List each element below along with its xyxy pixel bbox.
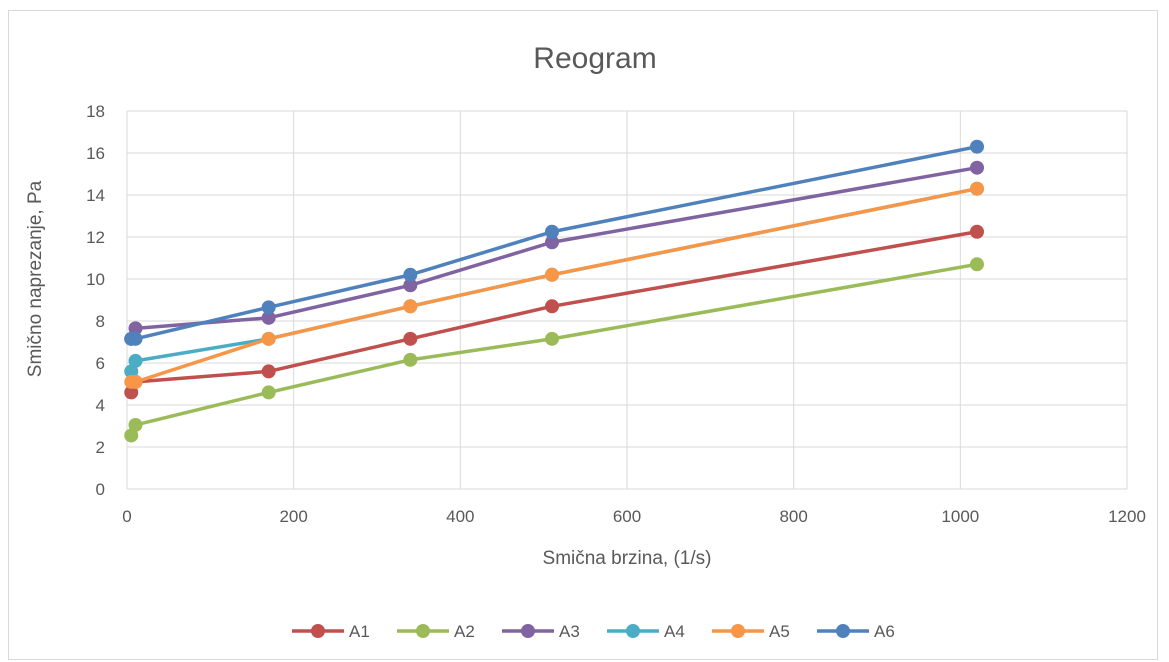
legend-item-a3: A3: [502, 622, 580, 641]
data-point: [128, 374, 143, 389]
x-tick-label: 0: [122, 507, 131, 526]
data-point: [545, 235, 559, 250]
data-point: [403, 331, 418, 346]
data-point: [403, 278, 418, 293]
legend-swatch-marker: [311, 624, 325, 638]
data-point: [545, 299, 559, 314]
legend-item-a4: A4: [607, 622, 685, 641]
gridlines: [126, 110, 1128, 490]
y-tick-label: 16: [86, 144, 105, 163]
data-point: [970, 224, 984, 239]
legend-swatch-marker: [416, 624, 430, 638]
legend-label: A1: [349, 622, 370, 641]
legend-item-a5: A5: [712, 622, 790, 641]
data-point: [970, 139, 984, 154]
y-tick-label: 2: [96, 438, 105, 457]
y-tick-label: 8: [96, 312, 105, 331]
series-a2: [124, 257, 984, 443]
x-axis-ticks: 0 200 400 600 800 1000 1200: [122, 507, 1146, 526]
data-point: [261, 385, 276, 400]
data-point: [545, 224, 559, 239]
y-tick-label: 12: [86, 228, 105, 247]
series-group: [124, 139, 984, 443]
data-point: [545, 267, 559, 282]
data-point: [403, 299, 418, 314]
legend-label: A3: [559, 622, 580, 641]
legend-swatch-marker: [731, 624, 745, 638]
y-axis-label: Smično naprezanje, Pa: [25, 180, 46, 377]
data-point: [970, 181, 984, 196]
data-point: [128, 321, 143, 336]
data-point: [128, 331, 143, 346]
x-tick-label: 800: [779, 507, 807, 526]
y-axis-ticks: 0 2 4 6 8 10 12 14 16 18: [86, 102, 105, 499]
data-point: [124, 385, 139, 400]
series-line: [129, 262, 978, 437]
series-a6: [124, 139, 984, 346]
data-point: [124, 428, 139, 443]
x-tick-label: 400: [446, 507, 474, 526]
legend-label: A5: [769, 622, 790, 641]
series-a5: [124, 181, 984, 389]
data-point: [970, 257, 984, 272]
x-tick-label: 200: [279, 507, 307, 526]
x-tick-label: 1200: [1108, 507, 1146, 526]
legend-swatch-marker: [626, 624, 640, 638]
data-point: [261, 364, 276, 379]
y-tick-label: 6: [96, 354, 105, 373]
y-tick-label: 18: [86, 102, 105, 121]
data-point: [128, 417, 143, 432]
legend: A1 A2 A3 A4 A5 A6: [292, 622, 895, 641]
data-point: [545, 331, 559, 346]
y-tick-label: 14: [86, 186, 105, 205]
data-point: [403, 352, 418, 367]
x-tick-label: 1000: [941, 507, 979, 526]
data-point: [124, 364, 139, 379]
data-point: [403, 267, 418, 282]
data-point: [261, 310, 276, 325]
y-tick-label: 4: [96, 396, 105, 415]
x-tick-label: 600: [613, 507, 641, 526]
legend-label: A6: [874, 622, 895, 641]
x-axis-label: Smična brzina, (1/s): [543, 548, 712, 569]
data-point: [970, 160, 984, 175]
legend-item-a1: A1: [292, 622, 370, 641]
y-tick-label: 0: [96, 480, 105, 499]
data-point: [261, 300, 276, 315]
y-tick-label: 10: [86, 270, 105, 289]
data-point: [128, 353, 143, 368]
legend-swatch-marker: [836, 624, 850, 638]
legend-label: A2: [454, 622, 475, 641]
legend-label: A4: [664, 622, 685, 641]
legend-item-a2: A2: [397, 622, 475, 641]
legend-swatch-marker: [521, 624, 535, 638]
data-point: [261, 331, 276, 346]
legend-item-a6: A6: [817, 622, 895, 641]
chart-title: Reogram: [533, 42, 656, 75]
